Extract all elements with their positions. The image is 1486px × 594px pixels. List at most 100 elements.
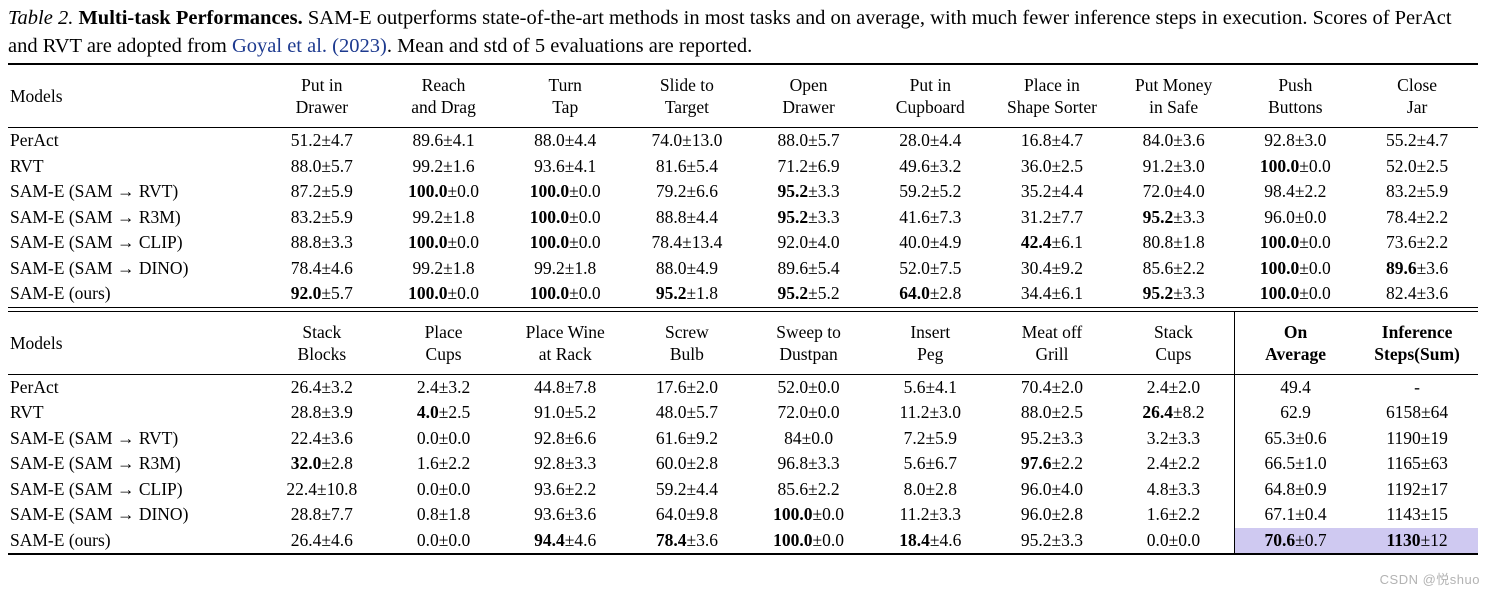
- table-row: SAM-E (SAM → RVT) 22.4±3.6 0.0±0.0 92.8±6.6…: [8, 425, 1478, 451]
- score-cell: 85.6±2.2: [1142, 257, 1205, 278]
- score-cell: 0.8±1.8: [416, 504, 471, 525]
- score-cell: 81.6±5.4: [655, 155, 718, 176]
- model-name-cell: PerAct: [10, 376, 59, 397]
- score-cell: 49.4: [1234, 374, 1357, 400]
- score-cell: 1130±12: [1356, 527, 1478, 554]
- score-cell: 3.2±3.3: [1146, 427, 1201, 448]
- score-cell: 70.6±0.7: [1234, 527, 1357, 554]
- score-cell: -: [1414, 376, 1420, 397]
- table-row: SAM-E (ours) 92.0±5.7 100.0±0.0 100.0±0.0 95…: [8, 281, 1478, 307]
- score-cell: 96.0±4.0: [1020, 478, 1084, 499]
- table-row: SAM-E (SAM → RVT) 87.2±5.9 100.0±0.0 100.0±…: [8, 179, 1478, 205]
- score-cell: 34.4±6.1: [1020, 283, 1084, 304]
- score-cell: 2.4±2.0: [1146, 376, 1201, 397]
- caption-text-a: SAM-E outperforms state-of-the-art metho…: [8, 7, 1452, 57]
- score-cell: 92.0±5.7: [290, 283, 353, 304]
- score-cell: 92.8±6.6: [534, 427, 597, 448]
- table-row: PerAct 51.2±4.7 89.6±4.1 88.0±4.4 74.0±13.0 8…: [8, 128, 1478, 154]
- column-header: Push Buttons: [1268, 75, 1323, 117]
- score-cell: 95.2±3.3: [1142, 206, 1205, 227]
- model-name-cell: SAM-E (SAM → CLIP): [10, 232, 183, 253]
- model-name-cell: SAM-E (ours): [10, 283, 111, 304]
- column-header: Reach and Drag: [411, 75, 476, 117]
- score-cell: 70.4±2.0: [1020, 376, 1084, 397]
- score-cell: 94.4±4.6: [534, 529, 597, 550]
- table-row: RVT 28.8±3.9 4.0±2.5 91.0±5.2 48.0±5.7 72.0±0…: [8, 400, 1478, 426]
- score-cell: 88.0±4.9: [655, 257, 718, 278]
- score-cell: 88.8±4.4: [655, 206, 718, 227]
- column-header: Place Cups: [424, 321, 463, 364]
- score-cell: 41.6±7.3: [899, 206, 962, 227]
- models-column-header: Models: [10, 332, 63, 353]
- score-cell: 65.3±0.6: [1234, 425, 1357, 451]
- score-cell: 11.2±3.0: [899, 402, 962, 423]
- score-cell: 64.0±9.8: [655, 504, 718, 525]
- score-cell: 22.4±3.6: [290, 427, 353, 448]
- score-cell: 0.0±0.0: [416, 427, 471, 448]
- score-cell: 7.2±5.9: [903, 427, 957, 448]
- score-cell: 95.2±3.3: [777, 181, 840, 202]
- table-row: SAM-E (SAM → CLIP) 22.4±10.8 0.0±0.0 93.6±2…: [8, 476, 1478, 502]
- column-header: Insert Peg: [910, 321, 951, 364]
- score-cell: 26.4±3.2: [290, 376, 353, 397]
- score-cell: 100.0±0.0: [1259, 232, 1331, 253]
- score-cell: 64.0±2.8: [899, 283, 962, 304]
- column-header: Place in Shape Sorter: [1007, 75, 1097, 117]
- score-cell: 52.0±7.5: [899, 257, 962, 278]
- model-name-cell: PerAct: [10, 130, 59, 151]
- score-cell: 82.4±3.6: [1386, 283, 1449, 304]
- score-cell: 95.2±3.3: [1020, 427, 1084, 448]
- column-header: Sweep to Dustpan: [776, 321, 841, 364]
- score-cell: 88.0±2.5: [1020, 402, 1084, 423]
- score-cell: 99.2±1.6: [412, 155, 475, 176]
- table2-header: Models Stack Blocks Place Cups Place Wine at R…: [8, 311, 1478, 374]
- score-cell: 100.0±0.0: [408, 181, 479, 202]
- score-cell: 4.0±2.5: [416, 402, 471, 423]
- citation-link[interactable]: Goyal et al. (2023): [231, 35, 387, 57]
- score-cell: 79.2±6.6: [655, 181, 718, 202]
- score-cell: 91.0±5.2: [534, 402, 597, 423]
- model-name-cell: SAM-E (SAM → DINO): [10, 257, 189, 278]
- model-name-cell: RVT: [10, 402, 44, 423]
- table-row: SAM-E (SAM → DINO) 78.4±4.6 99.2±1.8 99.2±1…: [8, 256, 1478, 282]
- score-cell: 2.4±3.2: [416, 376, 471, 397]
- score-cell: 91.2±3.0: [1142, 155, 1205, 176]
- score-cell: 84±0.0: [784, 427, 834, 448]
- column-header: Close Jar: [1397, 75, 1438, 117]
- score-cell: 4.8±3.3: [1146, 478, 1201, 499]
- score-cell: 88.0±5.7: [290, 155, 353, 176]
- score-cell: 95.2±3.3: [777, 206, 840, 227]
- score-cell: 32.0±2.8: [290, 453, 353, 474]
- header-row: Models Put in Drawer Reach and Drag Turn Tap Sl…: [8, 64, 1478, 128]
- model-name-cell: SAM-E (SAM → RVT): [10, 427, 179, 448]
- score-cell: 95.2±3.3: [1020, 529, 1084, 550]
- score-cell: 100.0±0.0: [529, 181, 601, 202]
- score-cell: 78.4±2.2: [1386, 206, 1449, 227]
- column-header: Stack Cups: [1153, 321, 1193, 364]
- score-cell: 26.4±4.6: [290, 529, 353, 550]
- score-cell: 59.2±4.4: [655, 478, 718, 499]
- score-cell: 1165±63: [1386, 453, 1448, 474]
- score-cell: 18.4±4.6: [899, 529, 962, 550]
- score-cell: 92.8±3.3: [534, 453, 597, 474]
- score-cell: 71.2±6.9: [777, 155, 840, 176]
- score-cell: 22.4±10.8: [286, 478, 358, 499]
- score-cell: 100.0±0.0: [773, 504, 845, 525]
- score-cell: 99.2±1.8: [412, 206, 475, 227]
- score-cell: 35.2±4.4: [1020, 181, 1084, 202]
- score-cell: 89.6±5.4: [777, 257, 840, 278]
- model-name-cell: SAM-E (SAM → CLIP): [10, 478, 183, 499]
- model-name-cell: SAM-E (SAM → R3M): [10, 206, 181, 227]
- score-cell: 78.4±13.4: [651, 232, 723, 253]
- score-cell: 26.4±8.2: [1142, 402, 1205, 423]
- score-cell: 100.0±0.0: [1259, 257, 1331, 278]
- column-header: On Average: [1234, 311, 1357, 374]
- model-name-cell: SAM-E (SAM → RVT): [10, 181, 179, 202]
- score-cell: 88.8±3.3: [290, 232, 353, 253]
- score-cell: 73.6±2.2: [1386, 232, 1449, 253]
- score-cell: 55.2±4.7: [1386, 130, 1449, 151]
- score-cell: 52.0±0.0: [777, 376, 840, 397]
- column-header: Turn Tap: [548, 75, 582, 117]
- table-row: SAM-E (SAM → CLIP) 88.8±3.3 100.0±0.0 100.0…: [8, 230, 1478, 256]
- score-cell: 31.2±7.7: [1020, 206, 1084, 227]
